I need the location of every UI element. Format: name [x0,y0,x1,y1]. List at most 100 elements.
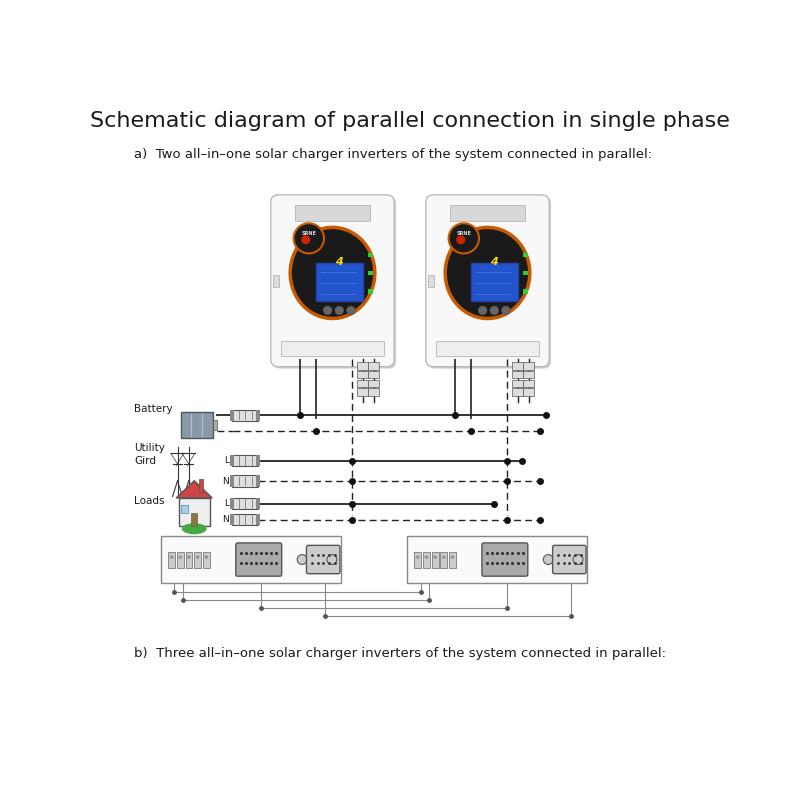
Bar [294,206,370,221]
Bar [358,380,369,387]
FancyBboxPatch shape [426,195,549,366]
Text: L: L [224,499,229,508]
Circle shape [346,306,355,314]
Circle shape [310,554,319,565]
Bar [213,420,217,430]
Bar [230,455,234,466]
Bar [368,290,373,294]
Bar [358,362,369,370]
Text: Utility
Gird: Utility Gird [134,443,165,466]
FancyBboxPatch shape [273,197,396,369]
Bar [523,362,534,370]
Bar [368,380,379,387]
Circle shape [170,555,174,559]
Bar [178,498,210,526]
Bar [523,371,534,378]
Circle shape [327,554,337,565]
Ellipse shape [182,523,206,534]
Bar [523,380,534,387]
Bar [230,475,234,486]
Circle shape [543,554,554,565]
Bar [190,513,198,526]
Bar [512,371,523,378]
Circle shape [490,306,498,314]
Bar [232,498,258,510]
Ellipse shape [445,227,530,318]
Bar [232,475,258,486]
Bar [199,479,202,492]
Circle shape [425,555,428,559]
Bar [232,410,258,421]
Bar [368,362,379,370]
Bar [282,341,384,356]
Bar [256,475,260,486]
FancyBboxPatch shape [271,195,394,366]
Text: L: L [224,456,229,465]
Circle shape [456,235,466,244]
Circle shape [178,555,182,559]
Circle shape [442,555,446,559]
Bar [256,410,260,421]
Text: b)  Three all–in–one solar charger inverters of the system connected in parallel: b) Three all–in–one solar charger invert… [134,647,666,660]
Bar [423,551,430,567]
Bar [368,371,379,378]
Bar [471,263,518,301]
Bar [230,410,234,421]
Bar [232,455,258,466]
Polygon shape [176,481,212,498]
Bar [256,498,260,510]
FancyBboxPatch shape [482,543,528,576]
Circle shape [450,555,454,559]
Circle shape [478,306,487,314]
Text: SRNE: SRNE [456,231,471,236]
Bar [232,514,258,526]
Text: Schematic diagram of parallel connection in single phase: Schematic diagram of parallel connection… [90,111,730,131]
Bar [368,253,373,257]
FancyBboxPatch shape [306,546,340,574]
FancyBboxPatch shape [428,197,551,369]
Bar [523,253,528,257]
Bar [523,271,528,275]
Text: 4: 4 [335,257,343,267]
Bar [523,290,528,294]
Text: N: N [222,515,229,524]
Bar [194,551,201,567]
Bar [274,274,279,287]
Circle shape [416,555,420,559]
FancyBboxPatch shape [553,546,586,574]
Bar [450,206,526,221]
Circle shape [294,223,324,254]
Circle shape [205,555,208,559]
Circle shape [297,554,307,565]
Circle shape [502,306,510,314]
Text: SRNE: SRNE [302,231,316,236]
Bar [368,388,379,396]
Bar [203,551,210,567]
Bar [440,551,447,567]
Bar [449,551,456,567]
Bar [512,362,523,370]
Ellipse shape [290,227,375,318]
Bar [368,271,373,275]
Circle shape [323,306,332,314]
Bar [181,412,213,438]
Bar [512,388,523,396]
Bar [358,371,369,378]
Bar [523,388,534,396]
Bar [230,514,234,526]
Circle shape [187,555,191,559]
Circle shape [196,555,199,559]
Circle shape [302,235,310,244]
Text: 4: 4 [490,257,498,267]
Bar [161,537,341,582]
Bar [428,274,434,287]
Bar [358,388,369,396]
Bar [230,498,234,510]
Bar [182,505,188,513]
Bar [186,551,192,567]
Bar [168,551,175,567]
Text: N: N [222,477,229,486]
Bar [316,263,362,301]
Bar [436,341,538,356]
Bar [177,551,184,567]
